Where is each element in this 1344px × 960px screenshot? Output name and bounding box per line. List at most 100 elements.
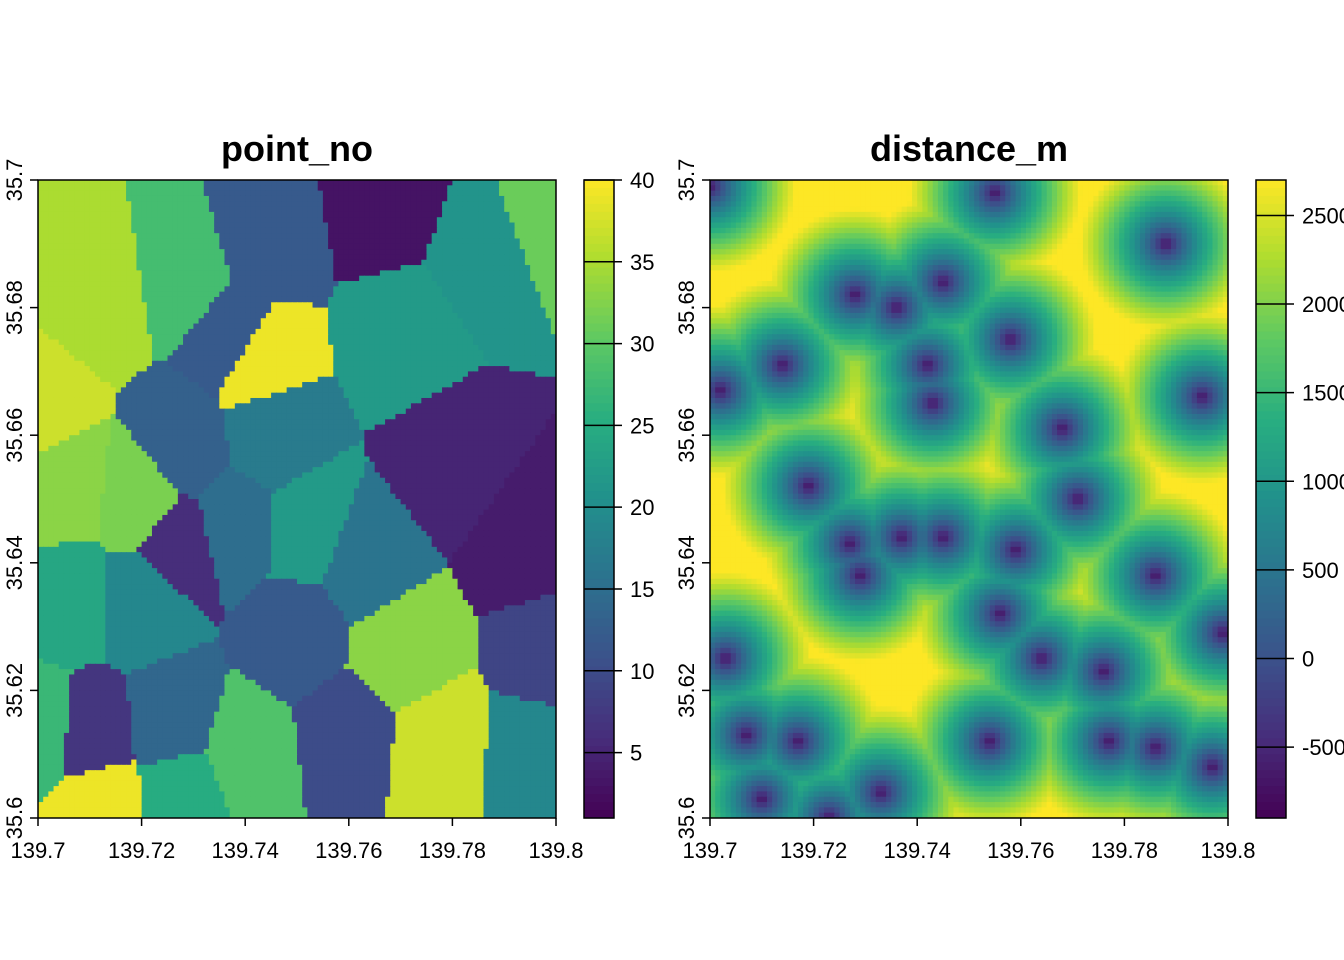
- raster-cell: [177, 413, 184, 420]
- raster-cell: [89, 435, 96, 442]
- raster-cell: [198, 211, 205, 218]
- raster-cell: [198, 286, 205, 293]
- raster-cell: [509, 302, 516, 309]
- raster-cell: [276, 339, 283, 346]
- raster-cell: [146, 323, 153, 330]
- raster-cell: [110, 440, 117, 447]
- raster-cell: [79, 435, 86, 442]
- raster-cell: [442, 291, 448, 298]
- raster-cell: [120, 312, 127, 319]
- raster-cell: [462, 323, 469, 330]
- raster-cell: [219, 296, 226, 303]
- raster-cell: [167, 275, 174, 282]
- raster-cell: [416, 195, 422, 202]
- raster-cell: [177, 275, 184, 282]
- raster-cell: [426, 243, 433, 250]
- raster-cell: [234, 323, 241, 330]
- raster-cell: [234, 376, 241, 383]
- raster-cell: [48, 185, 55, 192]
- raster-cell: [530, 307, 536, 314]
- raster-cell: [69, 227, 75, 234]
- raster-cell: [550, 408, 556, 415]
- raster-cell: [105, 302, 112, 309]
- raster-cell: [183, 302, 189, 309]
- raster-cell: [519, 339, 526, 346]
- raster-cell: [499, 185, 505, 192]
- raster-cell: [177, 307, 184, 314]
- raster-cell: [410, 360, 417, 367]
- raster-cell: [79, 323, 86, 330]
- raster-cell: [271, 259, 277, 266]
- raster-cell: [291, 323, 298, 330]
- raster-cell: [177, 211, 184, 218]
- raster-cell: [317, 180, 324, 186]
- raster-cell: [540, 302, 547, 309]
- raster-cell: [421, 360, 428, 367]
- raster-cell: [462, 307, 469, 314]
- raster-cell: [193, 408, 200, 415]
- raster-cell: [509, 180, 516, 186]
- raster-cell: [219, 376, 226, 383]
- raster-cell: [442, 185, 448, 192]
- raster-cell: [307, 419, 314, 426]
- raster-cell: [524, 217, 531, 224]
- raster-cell: [271, 275, 277, 282]
- raster-cell: [281, 424, 288, 431]
- raster-cell: [100, 238, 106, 245]
- raster-cell: [141, 440, 148, 447]
- raster-cell: [265, 249, 272, 256]
- raster-cell: [307, 206, 314, 213]
- raster-cell: [43, 286, 49, 293]
- raster-cell: [94, 265, 101, 271]
- raster-cell: [514, 233, 521, 240]
- raster-cell: [208, 312, 215, 319]
- raster-cell: [317, 397, 324, 404]
- raster-cell: [69, 334, 75, 341]
- raster-cell: [255, 270, 262, 277]
- raster-cell: [322, 328, 329, 335]
- raster-cell: [131, 227, 138, 234]
- raster-cell: [157, 275, 163, 282]
- raster-cell: [219, 233, 226, 240]
- raster-cell: [203, 211, 210, 218]
- raster-cell: [545, 376, 552, 383]
- raster-cell: [105, 254, 112, 261]
- raster-cell: [193, 307, 200, 314]
- raster-cell: [219, 371, 226, 378]
- raster-cell: [100, 350, 106, 357]
- raster-cell: [312, 397, 319, 404]
- raster-cell: [291, 339, 298, 346]
- raster-cell: [322, 275, 329, 282]
- raster-cell: [183, 249, 189, 256]
- raster-cell: [141, 355, 148, 362]
- raster-cell: [151, 339, 158, 346]
- raster-cell: [281, 403, 288, 410]
- raster-cell: [328, 270, 334, 277]
- raster-cell: [151, 435, 158, 442]
- raster-cell: [493, 265, 500, 271]
- raster-cell: [162, 238, 169, 245]
- raster-cell: [514, 312, 521, 319]
- raster-cell: [105, 350, 112, 357]
- raster-cell: [369, 382, 376, 388]
- raster-cell: [302, 217, 308, 224]
- raster-cell: [115, 376, 122, 383]
- raster-cell: [229, 371, 236, 378]
- raster-cell: [364, 201, 371, 208]
- raster-cell: [203, 259, 210, 266]
- raster-cell: [208, 419, 215, 426]
- raster-cell: [100, 265, 106, 271]
- raster-cell: [265, 227, 272, 234]
- raster-cell: [193, 371, 200, 378]
- raster-cell: [151, 334, 158, 341]
- raster-cell: [478, 382, 485, 388]
- raster-cell: [379, 259, 386, 266]
- raster-cell: [322, 344, 329, 351]
- raster-cell: [146, 195, 153, 202]
- raster-cell: [203, 233, 210, 240]
- raster-cell: [79, 302, 86, 309]
- raster-cell: [43, 397, 49, 404]
- raster-cell: [151, 249, 158, 256]
- raster-cell: [530, 190, 536, 197]
- raster-cell: [457, 323, 464, 330]
